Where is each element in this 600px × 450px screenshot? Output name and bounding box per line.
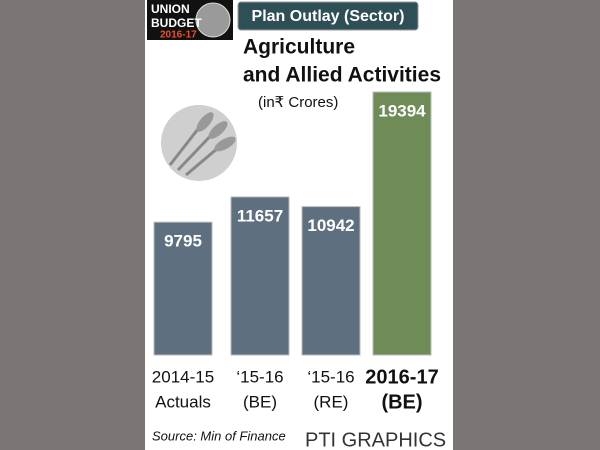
x-tick-label: (BE): [381, 391, 422, 413]
credit: PTI GRAPHICS: [305, 429, 446, 450]
header: Plan Outlay (Sector): [252, 8, 405, 25]
bar: [153, 221, 213, 356]
header-box: [237, 1, 419, 31]
chart-title: and Allied Activities: [243, 64, 441, 87]
x-tick-label: ‘15-16: [307, 367, 354, 386]
logo-text: UNION: [151, 2, 190, 16]
x-tick-label: Actuals: [155, 392, 211, 411]
subtitle: (in₹ Crores): [258, 94, 338, 111]
x-tick-label: 2016-17: [365, 366, 438, 388]
logo-portrait: [195, 2, 231, 38]
x-tick-label: ‘15-16: [236, 367, 283, 386]
chart-title: Agriculture: [243, 36, 355, 59]
bar: [230, 196, 290, 356]
x-tick-label: (RE): [314, 392, 349, 411]
x-tick-label: 2014-15: [152, 367, 214, 386]
bar: [372, 91, 432, 356]
bar: [301, 206, 361, 356]
value-label: 11657: [237, 206, 283, 225]
value-label: 9795: [164, 232, 202, 251]
source: Source: Min of Finance: [152, 428, 286, 443]
value-label: 10942: [307, 216, 354, 235]
wheat-icon: [161, 105, 237, 181]
x-tick-label: (BE): [243, 392, 277, 411]
logo-text: BUDGET: [151, 16, 202, 30]
logo-year: 2016-17: [160, 30, 197, 41]
value-label: 19394: [378, 101, 426, 120]
